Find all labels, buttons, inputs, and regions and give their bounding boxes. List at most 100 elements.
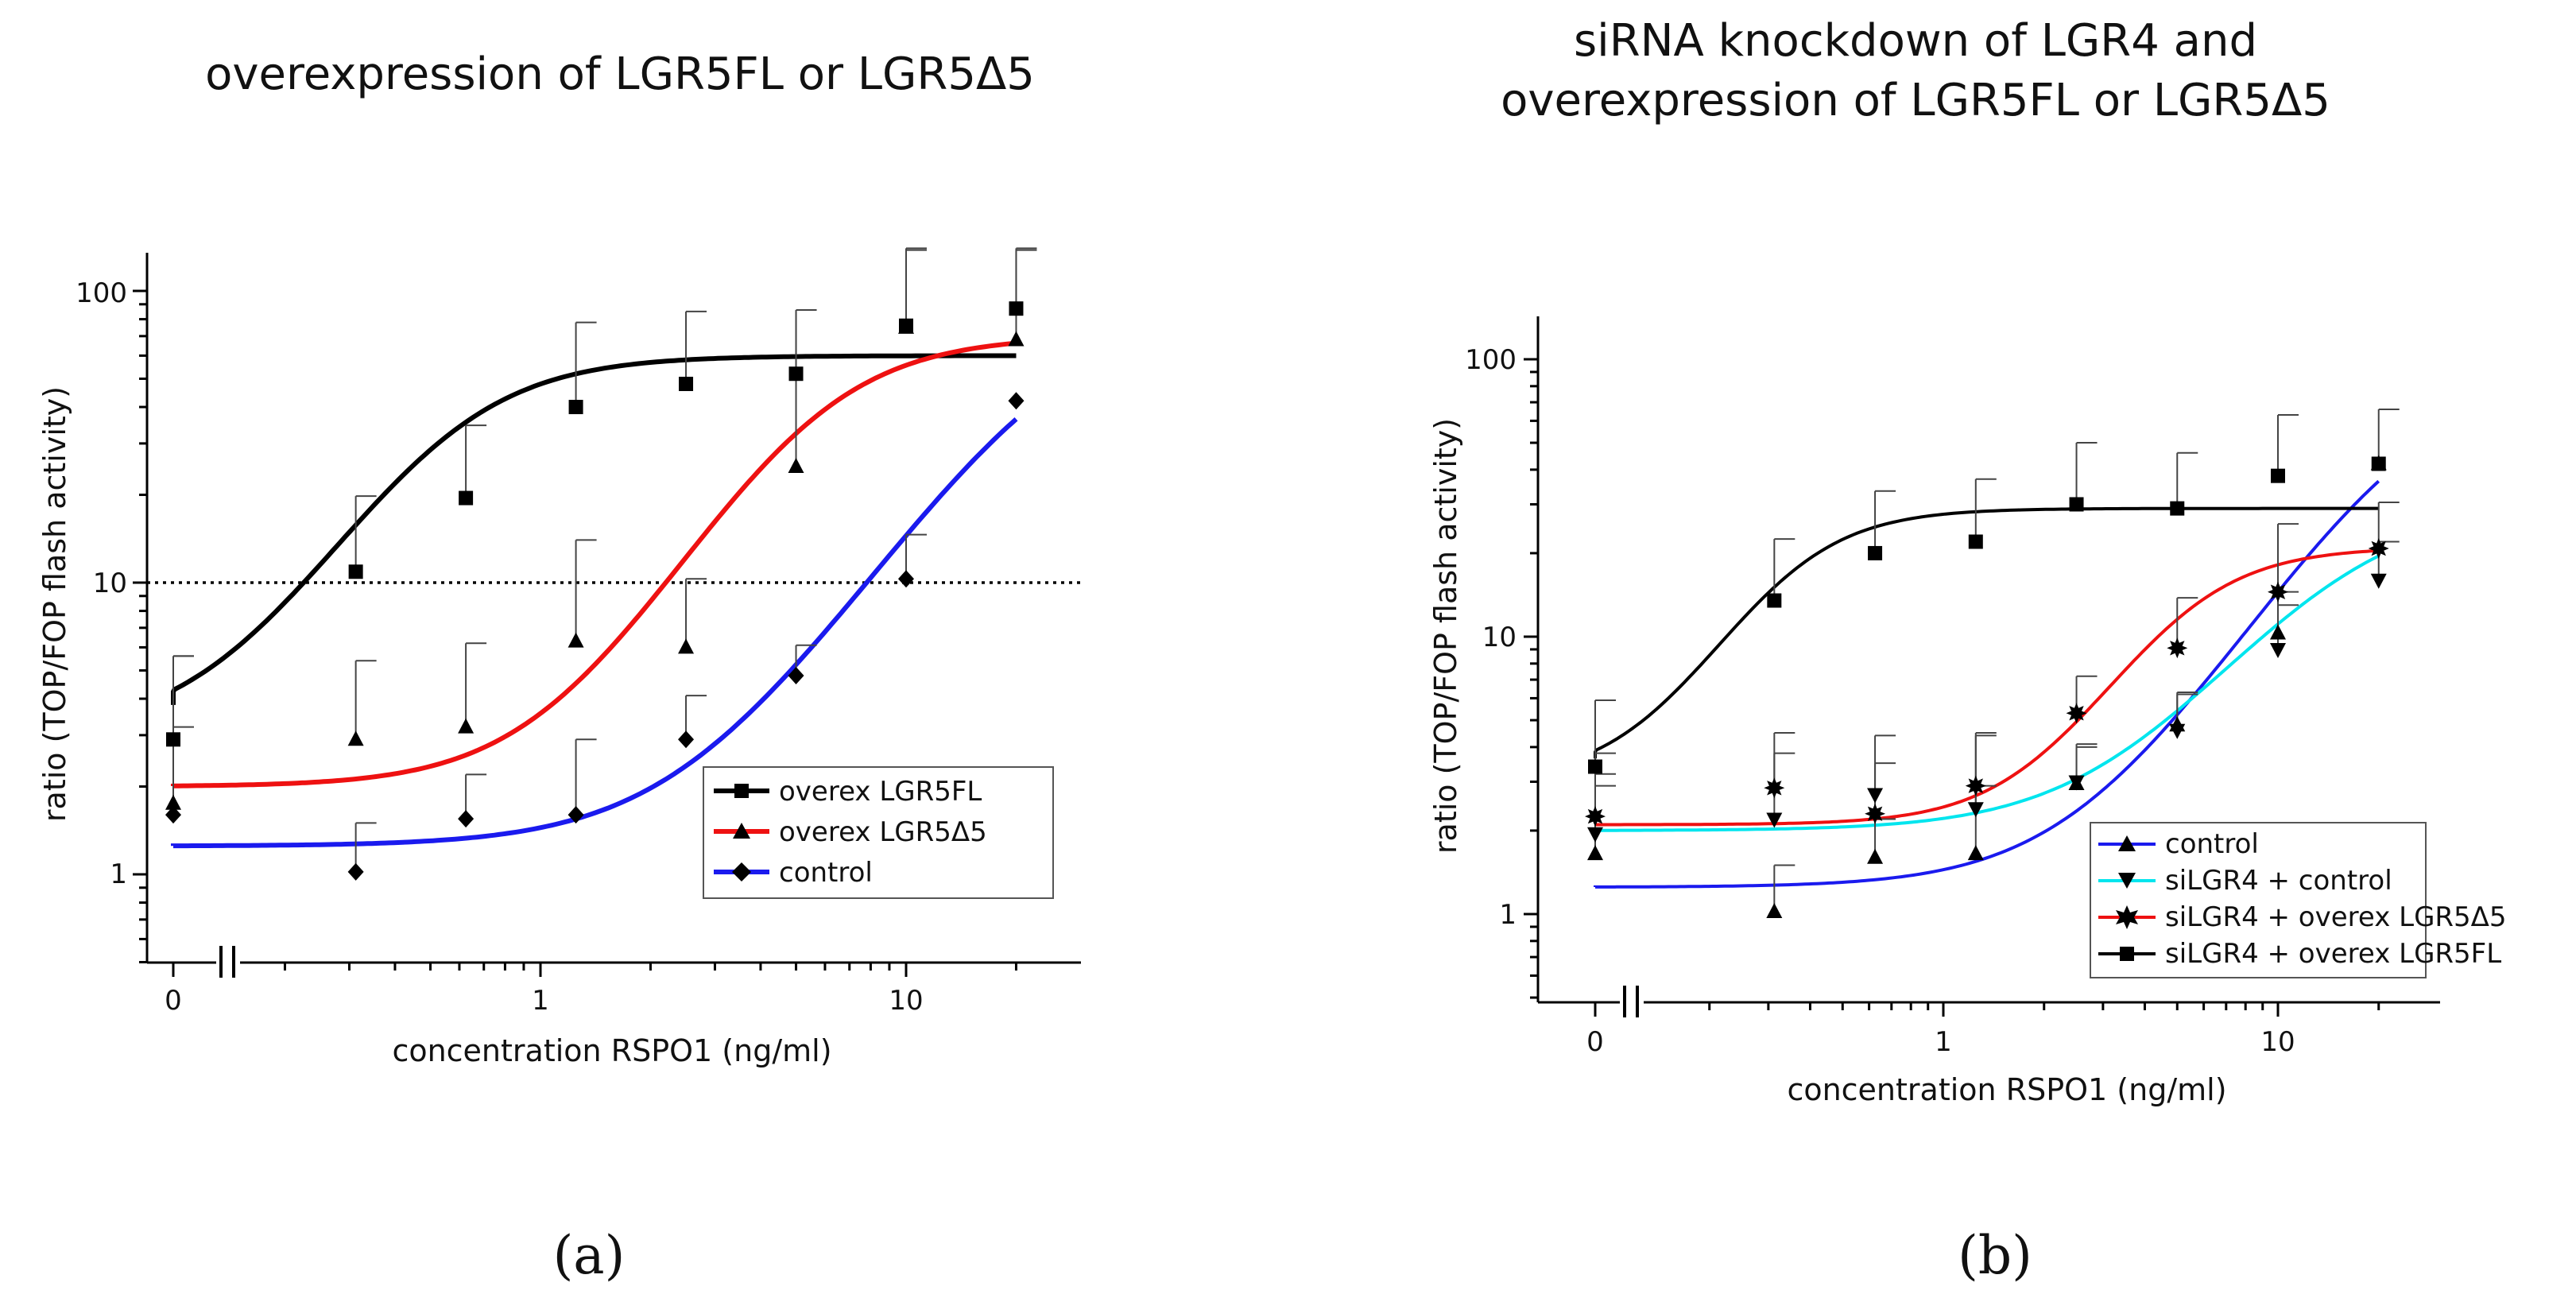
chart-a-x-tick-label-1: 1 [532,985,549,1017]
chart-a-points [165,301,1025,881]
chart-a-y-tick-label-1: 1 [110,858,127,890]
chart-b-series-1-point [1766,812,1783,828]
chart-b-x-axis-label: concentration RSPO1 (ng/ml) [1787,1072,2226,1107]
chart-b-series-3-point [2170,501,2185,516]
chart-a-series-2-point [1008,392,1025,410]
chart-b-series-2-curve [1595,548,2379,827]
chart-b-series-3-point [1868,545,1883,560]
chart-b-y-axis-label: ratio (TOP/FOP flash activity) [1428,418,1463,854]
chart-b-series-1-point [1587,827,1603,843]
chart-b-series-3-point [1588,759,1602,774]
chart-a-series-1-point [1008,331,1025,347]
chart-a-legend-item-overex-lgr5fl: overex LGR5FL [714,776,982,808]
chart-b-title-line-2: overexpression of LGR5FL or LGR5Δ5 [1501,75,2330,126]
chart-a-series-1-point [898,318,914,334]
chart-a-series-0-point [459,490,474,506]
svg-text:overex LGR5FL: overex LGR5FL [779,776,982,808]
chart-b-title-line-1: siRNA knockdown of LGR4 and [1574,15,2257,67]
chart-b-series-3-point [2069,497,2084,512]
chart-b-legend-item-silgr4-control: siLGR4 + control [2098,865,2392,897]
chart-b-x-tick-label-1: 1 [1935,1026,1952,1058]
chart-a-series-0-point [348,564,363,579]
chart-b-series-0-point [2270,624,2286,640]
chart-b-curves [1594,479,2380,889]
svg-text:siLGR4 + overex LGR5FL: siLGR4 + overex LGR5FL [2165,938,2501,970]
chart-b-series-2-point [2167,637,2188,659]
chart-b-y-tick-label-10: 10 [1482,622,1517,653]
chart-b-series-3-point [1968,534,1983,549]
chart-a-x-ticks [172,963,1017,977]
chart-b-series-1-point [2270,642,2286,658]
chart-b-series-3-curve [1594,506,2379,759]
chart-b-series-1-point [1967,802,1984,818]
chart-a-legend-item-overex-lgr5d5: overex LGR5Δ5 [714,816,987,848]
chart-b-series-2-point [2066,703,2087,724]
svg-text:control: control [779,857,873,889]
chart-b-series-1-point [1867,788,1884,804]
chart-b-series-2-point [1965,775,1986,796]
chart-b-legend: control siLGR4 + control siLGR4 + overex… [2090,822,2507,978]
chart-a-x-axis-label: concentration RSPO1 (ng/ml) [392,1033,831,1068]
chart-a-series-2-point [898,570,914,588]
chart-b-series-1-point [2370,573,2387,589]
chart-a-title: overexpression of LGR5FL or LGR5Δ5 [205,48,1035,100]
chart-a-error-bars [172,247,1037,872]
chart-b-series-2-point [1764,777,1785,799]
chart-a-legend-item-control: control [714,857,873,889]
chart-b-x-ticks [1594,1002,2380,1017]
chart-b-series-3-point [1767,593,1782,608]
chart-b-series-0-point [1867,848,1884,864]
chart-a-y-axis-label: ratio (TOP/FOP flash activity) [37,386,72,822]
chart-a-y-tick-label-100: 100 [76,277,127,309]
chart-a-series-1-point [165,794,181,810]
chart-a-series-1-point [678,638,695,654]
chart-b-series-0-point [1967,845,1984,861]
chart-a-x-tick-label-0: 0 [165,985,182,1017]
chart-b-series-0-curve [1594,479,2380,889]
chart-b-points [1585,455,2389,918]
chart-a-series-2-point [458,810,475,828]
chart-a-series-2-point [347,862,364,881]
chart-b-series-1-point [2169,723,2186,739]
chart-a-series-0-point [166,732,180,747]
chart-b-series-0-point [1587,845,1603,861]
chart-b-series-1-point [2068,775,2085,791]
chart-b-legend-item-silgr4-overex-lgr5d5: siLGR4 + overex LGR5Δ5 [2098,901,2507,933]
chart-b-x-tick-label-0: 0 [1586,1026,1604,1058]
chart-b-series-1-curve [1594,554,2380,832]
chart-a-y-ticks [133,289,147,963]
chart-b-series-3-point [2271,468,2285,483]
chart-a-axis-break [216,946,240,978]
chart-b-series-2-point [2368,538,2389,559]
chart-a-series-1-point [458,718,475,734]
chart-b-legend-item-silgr4-overex-lgr5fl: siLGR4 + overex LGR5FL [2098,938,2501,970]
chart-a-legend: overex LGR5FL overex LGR5Δ5 control [703,766,1054,899]
svg-text:siLGR4 + control: siLGR4 + control [2165,865,2392,897]
chart-b-panel-label: (b) [1958,1225,2032,1286]
chart-b-y-tick-label-100: 100 [1465,344,1517,376]
chart-b-series-2-point [1865,803,1886,824]
chart-b-series-3-point [2371,456,2386,471]
chart-b-series-2-point [2268,581,2288,603]
chart-b-legend-item-control: control [2098,828,2259,860]
chart-a-curves [171,340,1018,849]
chart-a-series-2-point [788,666,804,684]
svg-text:control: control [2165,828,2259,860]
chart-a-series-1-curve [171,340,1017,788]
chart-a: overexpression of LGR5FL or LGR5Δ5 1 10 … [37,48,1081,1286]
chart-a-series-2-point [678,730,695,749]
chart-b-series-0-point [1766,902,1783,918]
chart-a-series-1-point [347,730,364,746]
chart-a-series-2-point [567,806,584,824]
chart-a-series-2-point [165,806,181,824]
chart-b-axis-break [1620,986,1644,1017]
chart-a-y-tick-label-10: 10 [93,568,127,599]
chart-b-series-2-point [1585,806,1606,827]
chart-a-series-1-point [567,632,584,648]
chart-b-y-ticks [1524,358,1538,999]
chart-a-series-2-curve [171,417,1018,849]
chart-b-x-tick-label-10: 10 [2260,1026,2295,1058]
chart-a-series-0-point [788,366,804,382]
chart-b: siRNA knockdown of LGR4 and overexpressi… [1428,15,2507,1286]
